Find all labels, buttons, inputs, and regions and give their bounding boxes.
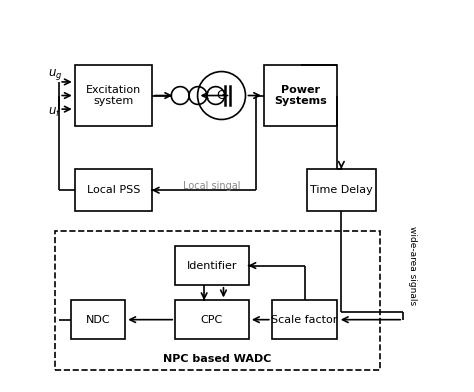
Bar	[175, 246, 248, 285]
Text: Scale factor: Scale factor	[272, 315, 338, 325]
Bar	[175, 300, 248, 339]
Text: NDC: NDC	[86, 315, 110, 325]
Bar	[75, 65, 152, 127]
Text: CPC: CPC	[201, 315, 223, 325]
Text: Local singal: Local singal	[183, 181, 241, 191]
Bar	[307, 169, 376, 211]
Bar	[75, 169, 152, 211]
Text: wide-area signals: wide-area signals	[408, 226, 417, 305]
Bar	[272, 300, 337, 339]
Bar	[71, 300, 125, 339]
Text: NPC based WADC: NPC based WADC	[164, 354, 272, 364]
Circle shape	[198, 72, 246, 120]
Text: Identifier: Identifier	[187, 261, 237, 270]
Bar	[264, 65, 337, 127]
Text: Local PSS: Local PSS	[87, 185, 140, 195]
Text: $u_g$: $u_g$	[48, 67, 62, 82]
Text: Time Delay: Time Delay	[310, 185, 373, 195]
Text: Power
Systems: Power Systems	[274, 85, 327, 106]
Text: $u_f$: $u_f$	[48, 106, 61, 120]
Bar	[55, 231, 380, 370]
Text: Excitation
system: Excitation system	[86, 85, 141, 106]
Text: G: G	[217, 89, 227, 102]
